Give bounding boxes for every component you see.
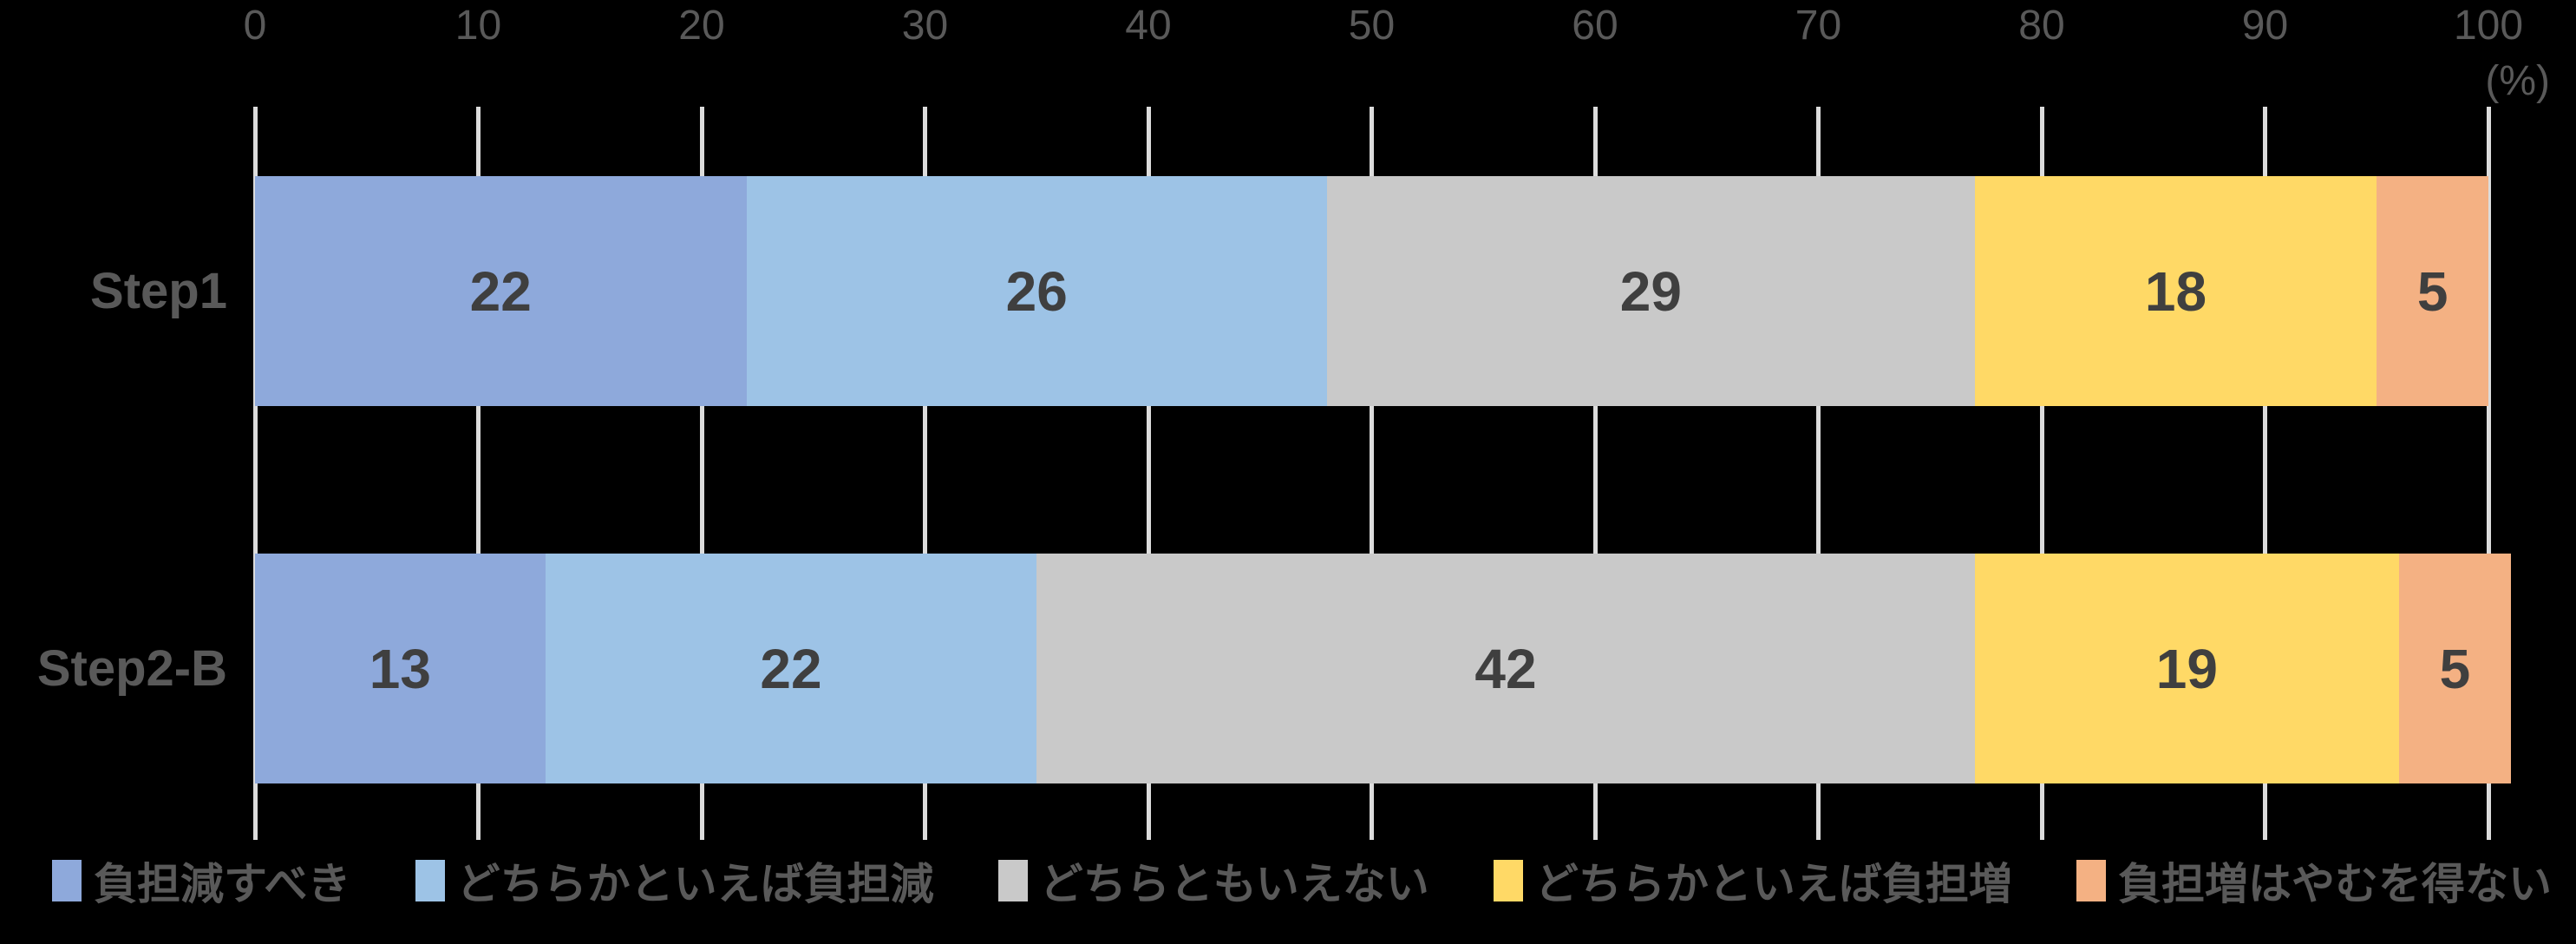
bar-row: 22 26 29 18 5: [255, 176, 2488, 406]
x-axis-tick-label: 50: [1348, 3, 1396, 49]
category-label: Step1: [90, 263, 227, 319]
data-label: 26: [1005, 259, 1068, 323]
bar-segment: 18: [1974, 176, 2377, 406]
axis-unit-label: (%): [2485, 58, 2550, 104]
legend-item: 負担減すべき: [52, 849, 351, 912]
bar-segment: 29: [1327, 176, 1975, 406]
gridline: [476, 107, 481, 840]
legend-label: どちらかといえば負担増: [1534, 860, 2012, 908]
bar-segment: 22: [545, 554, 1037, 783]
legend-label: どちらかといえば負担減: [456, 860, 934, 908]
gridline: [1816, 107, 1821, 840]
legend-label: 負担増はやむを得ない: [2118, 860, 2552, 908]
x-axis-tick-label: 60: [1572, 3, 1618, 49]
data-label: 18: [2144, 259, 2207, 323]
x-axis-tick-label: 20: [678, 3, 725, 49]
data-label: 29: [1619, 259, 1682, 323]
bar-segment: 5: [2377, 176, 2488, 406]
legend-item: どちらかといえば負担減: [415, 849, 934, 912]
data-label: 19: [2155, 637, 2218, 700]
bar-segment: 26: [746, 176, 1327, 406]
legend-marker: [2076, 860, 2106, 901]
legend-item: どちらともいえない: [997, 849, 1429, 912]
data-label: 5: [2416, 259, 2449, 323]
legend-marker: [52, 860, 82, 901]
x-axis-tick-label: 40: [1125, 3, 1172, 49]
legend-label: どちらともいえない: [1039, 860, 1429, 908]
bar-segment: 42: [1036, 554, 1975, 783]
gridline: [2039, 107, 2044, 840]
data-label: 5: [2439, 637, 2471, 700]
x-axis-tick-label: 30: [901, 3, 949, 49]
bar-row: 13 22 42 19 5: [255, 554, 2511, 783]
data-label: 22: [469, 259, 532, 323]
gridline: [2263, 107, 2267, 840]
gridline: [1146, 107, 1151, 840]
gridline: [1370, 107, 1374, 840]
bar-segment: 19: [1974, 554, 2399, 783]
legend-marker: [997, 860, 1028, 901]
gridline: [1592, 107, 1598, 840]
x-axis-tick-label: 100: [2453, 3, 2524, 49]
legend-marker: [415, 860, 445, 901]
legend-marker: [1493, 860, 1523, 901]
gridline: [699, 107, 704, 840]
data-label: 22: [760, 637, 822, 700]
x-axis-tick-label: 90: [2241, 3, 2289, 49]
data-label: 42: [1474, 637, 1537, 700]
legend-label: 負担減すべき: [94, 860, 351, 908]
gridline: [252, 107, 258, 840]
x-axis-tick-label: 0: [243, 3, 267, 49]
legend-item: どちらかといえば負担増: [1493, 849, 2012, 912]
bar-segment: 5: [2399, 554, 2511, 783]
gridline: [923, 107, 927, 840]
legend: 負担減すべき どちらかといえば負担減 どちらともいえない どちらかといえば負担増 負担増…: [0, 846, 2576, 915]
category-label: Step2-B: [36, 640, 227, 697]
x-axis-tick-label: 80: [2018, 3, 2065, 49]
legend-item: 負担増はやむを得ない: [2076, 849, 2552, 912]
bar-segment: 13: [255, 554, 546, 783]
x-axis-tick-label: 70: [1795, 3, 1842, 49]
x-axis-tick-label: 10: [454, 3, 502, 49]
bar-segment: 22: [255, 176, 747, 406]
gridline: [2486, 107, 2491, 840]
data-label: 13: [369, 637, 431, 700]
